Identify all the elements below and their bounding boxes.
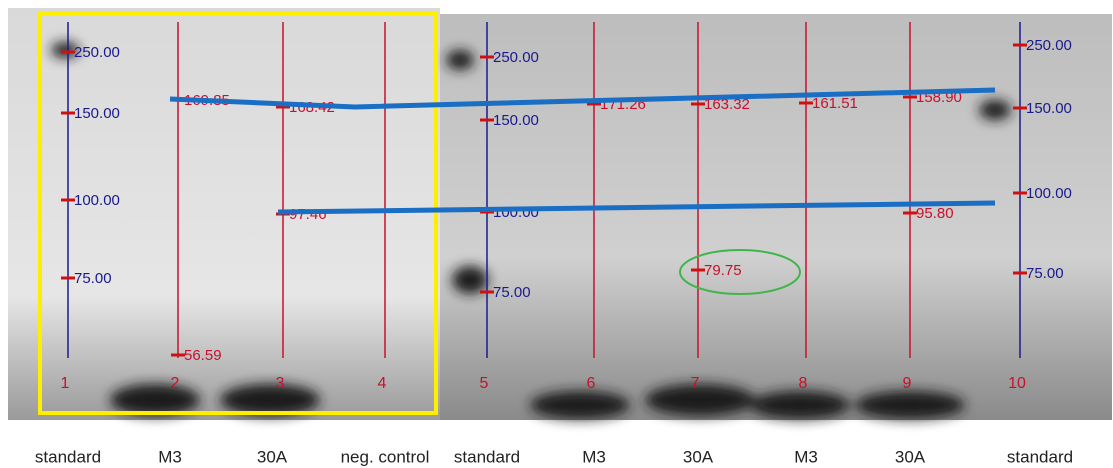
highlight-ellipse — [679, 249, 801, 295]
lane-number: 8 — [799, 375, 808, 392]
band-label: 75.00 — [74, 270, 112, 287]
lane-label: M3 — [582, 447, 606, 466]
lane-label: M3 — [158, 447, 182, 466]
band-label: 150.00 — [1026, 100, 1072, 117]
lane-label: neg. control — [341, 447, 430, 466]
band-label: 100.00 — [1026, 185, 1072, 202]
band-label: 97.46 — [289, 206, 327, 223]
lane-label: 30A — [257, 447, 288, 466]
band-line — [169, 87, 996, 110]
lane-label: standard — [454, 447, 520, 466]
lane-number: 3 — [276, 375, 285, 392]
lane-label: 30A — [683, 447, 714, 466]
band-label: 250.00 — [74, 44, 120, 61]
lane-label: M3 — [794, 447, 818, 466]
lane-label: standard — [35, 447, 101, 466]
highlight-box — [38, 11, 438, 415]
lane-number: 7 — [691, 375, 700, 392]
lane-number: 9 — [903, 375, 912, 392]
lane-number: 5 — [480, 375, 489, 392]
band-label: 79.75 — [704, 262, 742, 279]
band-label: 250.00 — [493, 49, 539, 66]
band-label: 100.00 — [74, 192, 120, 209]
lane-label: 30A — [895, 447, 926, 466]
band-label: 161.51 — [812, 95, 858, 112]
lane-label: standard — [1007, 447, 1073, 466]
lane-number: 1 — [61, 375, 70, 392]
band-label: 75.00 — [1026, 265, 1064, 282]
band-label: 150.00 — [493, 112, 539, 129]
lane-number: 2 — [171, 375, 180, 392]
lane-number: 6 — [587, 375, 596, 392]
gel-smears — [51, 42, 1011, 419]
lane-number: 10 — [1008, 375, 1026, 392]
band-label: 95.80 — [916, 205, 954, 222]
lane-number: 4 — [378, 375, 387, 392]
gel-left — [8, 8, 440, 420]
band-label: 150.00 — [74, 105, 120, 122]
band-label: 56.59 — [184, 347, 222, 364]
band-label: 250.00 — [1026, 37, 1072, 54]
band-line — [277, 200, 996, 215]
band-label: 75.00 — [493, 284, 531, 301]
gel-right — [440, 14, 1112, 420]
band-label: 163.32 — [704, 96, 750, 113]
